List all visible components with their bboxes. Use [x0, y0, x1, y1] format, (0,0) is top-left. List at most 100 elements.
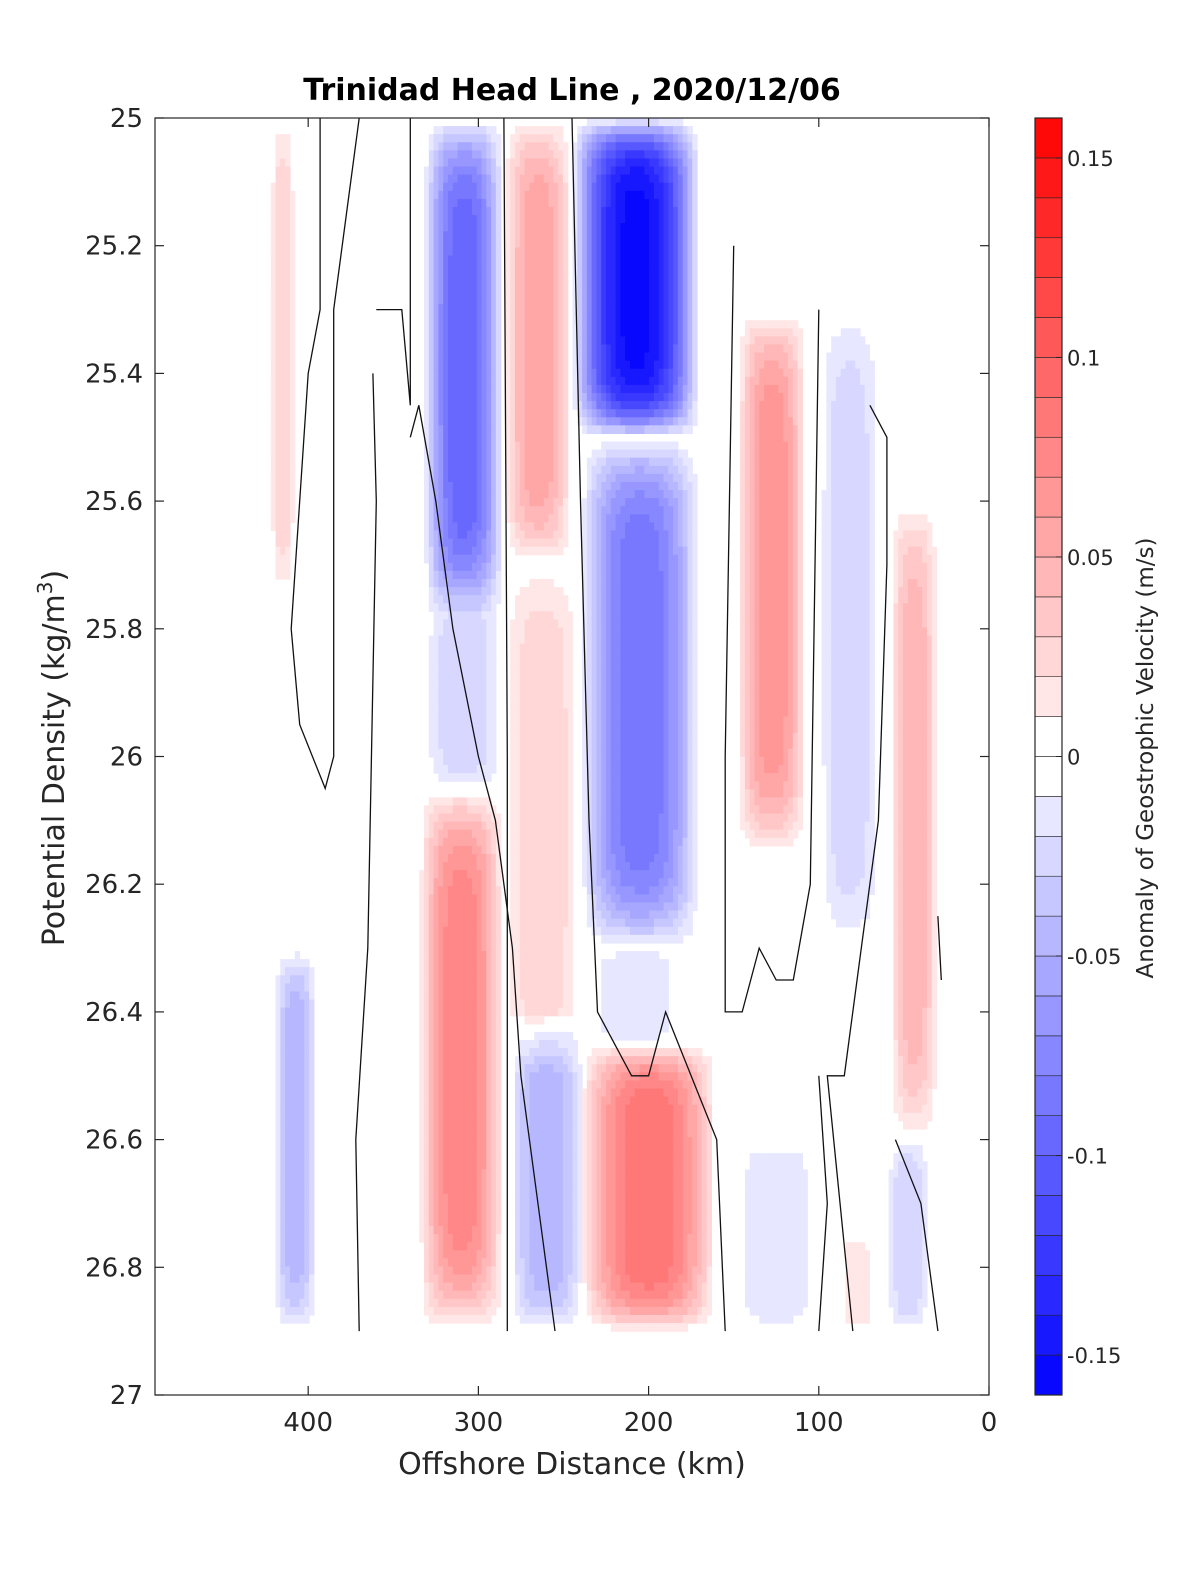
field-cell: [577, 392, 583, 402]
field-cell: [471, 667, 478, 677]
field-cell: [443, 926, 449, 936]
field-cell: [285, 312, 291, 321]
field-cell: [462, 627, 468, 637]
field-cell: [467, 1226, 473, 1235]
field-cell: [467, 231, 473, 240]
field-cell: [467, 1217, 473, 1227]
field-cell: [467, 473, 473, 483]
field-cell: [529, 651, 535, 661]
field-cell: [543, 304, 550, 313]
field-cell: [294, 1145, 301, 1154]
field-cell: [275, 174, 281, 184]
field-cell: [462, 368, 468, 378]
field-cell: [438, 546, 444, 556]
field-cell: [289, 247, 296, 257]
field-cell: [543, 425, 550, 435]
field-cell: [515, 166, 521, 176]
field-cell: [524, 263, 530, 273]
field-cell: [582, 360, 588, 370]
field-cell: [543, 263, 550, 273]
field-cell: [467, 651, 473, 661]
field-cell: [476, 1015, 483, 1025]
field-cell: [519, 304, 526, 313]
field-cell: [452, 441, 459, 451]
field-cell: [519, 522, 526, 532]
field-cell: [515, 142, 521, 151]
field-cell: [486, 166, 492, 176]
field-cell: [424, 215, 430, 224]
field-cell: [462, 1209, 468, 1219]
field-cell: [447, 1153, 454, 1162]
field-cell: [534, 441, 540, 451]
field-cell: [524, 716, 530, 726]
field-cell: [495, 182, 502, 192]
field-cell: [462, 1128, 468, 1138]
field-cell: [515, 433, 521, 443]
field-cell: [515, 150, 521, 160]
field-cell: [486, 295, 492, 305]
field-cell: [524, 384, 530, 394]
field-cell: [586, 506, 593, 515]
field-cell: [462, 376, 468, 386]
field-cell: [452, 320, 459, 329]
field-cell: [457, 150, 463, 160]
field-cell: [553, 959, 559, 968]
field-cell: [447, 1314, 454, 1324]
field-cell: [481, 1080, 487, 1090]
field-cell: [443, 433, 449, 443]
field-cell: [428, 603, 435, 612]
field-cell: [534, 1080, 540, 1090]
field-cell: [481, 1015, 487, 1025]
field-cell: [524, 473, 530, 483]
field-cell: [433, 587, 439, 596]
field-cell: [486, 748, 492, 758]
field-cell: [304, 1096, 310, 1106]
field-cell: [428, 1096, 435, 1106]
field-cell: [419, 1128, 425, 1138]
field-cell: [519, 862, 526, 871]
field-cell: [467, 1298, 473, 1308]
field-cell: [452, 910, 459, 920]
field-cell: [543, 1048, 550, 1057]
field-cell: [534, 579, 540, 588]
field-cell: [433, 271, 439, 281]
field-cell: [452, 619, 459, 629]
field-cell: [428, 409, 435, 418]
field-cell: [462, 271, 468, 281]
field-cell: [428, 1161, 435, 1170]
field-cell: [510, 352, 516, 362]
field-cell: [481, 797, 487, 807]
field-cell: [519, 295, 526, 305]
field-cell: [548, 320, 554, 329]
field-cell: [299, 1007, 305, 1017]
field-cell: [280, 1217, 286, 1227]
field-cell: [582, 1226, 588, 1235]
field-cell: [443, 206, 449, 216]
field-cell: [452, 530, 459, 540]
field-cell: [438, 1064, 444, 1073]
field-cell: [428, 1250, 435, 1259]
field-cell: [519, 409, 526, 418]
field-cell: [534, 975, 540, 984]
field-cell: [419, 991, 425, 1001]
field-cell: [567, 1096, 574, 1106]
field-cell: [424, 837, 430, 847]
field-cell: [582, 1201, 588, 1211]
field-cell: [510, 514, 516, 523]
field-cell: [457, 999, 463, 1009]
field-cell: [495, 886, 502, 896]
field-cell: [529, 409, 535, 418]
field-cell: [433, 441, 439, 451]
field-cell: [275, 231, 281, 240]
field-cell: [586, 392, 593, 402]
field-cell: [586, 514, 593, 523]
field-cell: [424, 1096, 430, 1106]
field-cell: [428, 174, 435, 184]
field-cell: [505, 506, 511, 515]
field-cell: [529, 1226, 535, 1235]
field-cell: [486, 530, 492, 540]
field-cell: [524, 514, 530, 523]
field-cell: [433, 845, 439, 855]
field-cell: [467, 328, 473, 337]
field-cell: [538, 773, 545, 782]
